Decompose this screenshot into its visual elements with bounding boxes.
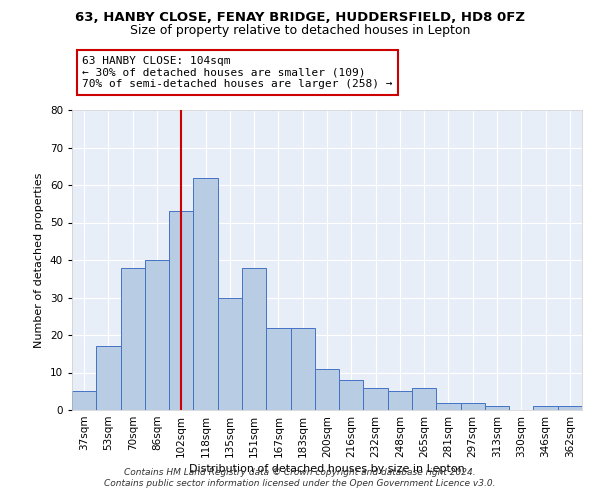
Bar [315,369,339,410]
Bar [388,391,412,410]
Bar [364,388,388,410]
Bar [533,406,558,410]
Bar [266,328,290,410]
Bar [290,328,315,410]
Text: 63 HANBY CLOSE: 104sqm
← 30% of detached houses are smaller (109)
70% of semi-de: 63 HANBY CLOSE: 104sqm ← 30% of detached… [82,56,392,89]
Bar [461,402,485,410]
Bar [145,260,169,410]
Bar [436,402,461,410]
Bar [485,406,509,410]
X-axis label: Distribution of detached houses by size in Lepton: Distribution of detached houses by size … [189,464,465,474]
Bar [558,406,582,410]
Text: Size of property relative to detached houses in Lepton: Size of property relative to detached ho… [130,24,470,37]
Bar [218,298,242,410]
Text: 63, HANBY CLOSE, FENAY BRIDGE, HUDDERSFIELD, HD8 0FZ: 63, HANBY CLOSE, FENAY BRIDGE, HUDDERSFI… [75,11,525,24]
Bar [96,346,121,410]
Text: Contains HM Land Registry data © Crown copyright and database right 2024.
Contai: Contains HM Land Registry data © Crown c… [104,468,496,487]
Bar [121,268,145,410]
Bar [169,211,193,410]
Bar [339,380,364,410]
Y-axis label: Number of detached properties: Number of detached properties [34,172,44,348]
Bar [412,388,436,410]
Bar [72,391,96,410]
Bar [193,178,218,410]
Bar [242,268,266,410]
